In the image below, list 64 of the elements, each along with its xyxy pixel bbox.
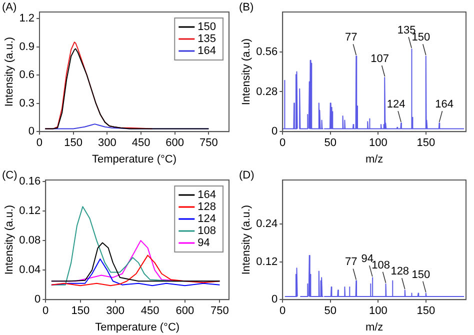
x-tick-label: 0 — [280, 137, 286, 150]
x-tick-label: 450 — [132, 137, 150, 150]
y-tick-label: 0.6 — [19, 69, 34, 82]
legend-label: 150 — [198, 21, 216, 34]
x-tick-label: 150 — [416, 137, 436, 150]
x-tick-label: 300 — [106, 305, 124, 318]
x-axis-title: m/z — [365, 153, 384, 166]
y-axis-title: Intensity (a.u) — [240, 38, 253, 106]
x-axis-title: Temperature (°C) — [92, 153, 176, 166]
y-tick-label: 1.2 — [19, 12, 34, 25]
x-tick-label: 0 — [280, 305, 286, 318]
legend-label: 128 — [198, 201, 216, 214]
legend-label: 164 — [198, 189, 216, 202]
y-axis-title: Intensity (a.u.) — [240, 204, 253, 275]
x-tick-label: 750 — [200, 137, 218, 150]
x-tick-label: 450 — [140, 305, 160, 318]
x-tick-label: 600 — [166, 137, 184, 150]
annotation: 150 — [412, 32, 430, 44]
x-tick-label: 50 — [324, 137, 336, 150]
annotation: 107 — [370, 53, 389, 66]
y-tick-label: 0.08 — [19, 234, 41, 247]
y-tick-label: 0.04 — [19, 264, 41, 276]
legend-label: 108 — [198, 225, 216, 238]
y-tick-label: 0.9 — [19, 40, 34, 53]
chart-title: (D) — [239, 170, 254, 182]
y-tick-label: 0 — [28, 126, 34, 138]
legend-label: 135 — [198, 33, 216, 46]
x-axis-title: m/z — [365, 321, 384, 334]
legend-label: 124 — [198, 213, 216, 226]
y-tick-label: 0.12 — [256, 256, 278, 268]
y-tick-label: 0.16 — [19, 176, 41, 188]
y-axis-title: Intensity (a.u.) — [4, 36, 16, 107]
x-tick-label: 150 — [416, 305, 436, 318]
y-tick-label: 0 — [271, 126, 278, 138]
y-tick-label: 0.24 — [256, 218, 278, 230]
annotation: 124 — [386, 98, 406, 111]
x-tick-label: 50 — [324, 305, 336, 318]
x-tick-label: 150 — [64, 137, 83, 150]
y-tick-label: 0 — [34, 294, 41, 306]
x-tick-label: 150 — [71, 305, 90, 318]
chart-title: (C) — [2, 170, 18, 182]
annotation: 128 — [390, 266, 410, 278]
legend-label: 94 — [198, 237, 210, 250]
legend-label: 164 — [198, 45, 216, 58]
x-tick-label: 600 — [176, 305, 194, 318]
x-tick-label: 100 — [368, 137, 388, 150]
y-tick-label: 0 — [271, 294, 278, 306]
y-tick-label: 0.28 — [256, 86, 278, 98]
x-tick-label: 300 — [98, 137, 116, 150]
y-axis-title: Intensity (a.u.) — [4, 204, 16, 275]
annotation: 94 — [361, 253, 374, 266]
chart-title: (B) — [239, 2, 254, 14]
x-tick-label: 750 — [210, 305, 229, 318]
x-tick-label: 100 — [368, 305, 388, 318]
annotation: 77 — [345, 256, 358, 268]
x-tick-label: 0 — [42, 305, 49, 318]
y-tick-label: 0.56 — [256, 46, 278, 58]
y-tick-label: 0.12 — [19, 205, 41, 218]
annotation: 150 — [412, 268, 430, 281]
annotation: 77 — [345, 32, 358, 44]
y-tick-label: 0.3 — [19, 97, 34, 110]
annotation: 164 — [435, 98, 454, 111]
x-axis-title: Temperature (°C) — [95, 321, 180, 334]
chart-title: (A) — [2, 2, 17, 14]
